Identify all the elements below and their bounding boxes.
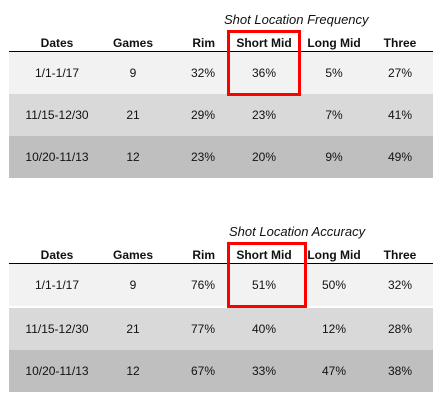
table-row: 11/15-12/30 21 77% 40% 12% 28%: [9, 308, 433, 350]
cell-long-mid: 9%: [325, 150, 343, 164]
cell-rim: 32%: [190, 66, 215, 80]
cell-rim: 29%: [190, 108, 215, 122]
short-mid-highlight-box: [227, 242, 307, 308]
header-row: Dates Games Rim Short Mid Long Mid Three: [9, 30, 433, 52]
header-three: Three: [383, 36, 417, 50]
cell-long-mid: 5%: [325, 66, 343, 80]
cell-rim: 76%: [190, 278, 215, 292]
cell-games: 21: [126, 322, 140, 336]
header-rim: Rim: [192, 248, 215, 262]
header-dates: Dates: [40, 248, 74, 262]
header-dates: Dates: [40, 36, 74, 50]
header-games: Games: [112, 248, 154, 262]
accuracy-table: Shot Location Accuracy Dates Games Rim S…: [9, 222, 433, 394]
cell-short-mid: 23%: [251, 108, 277, 122]
cell-short-mid: 36%: [251, 66, 277, 80]
cell-three: 28%: [387, 322, 413, 336]
header-row: Dates Games Rim Short Mid Long Mid Three: [9, 242, 433, 264]
table-title: Shot Location Frequency: [9, 10, 433, 30]
cell-dates: 10/20-11/13: [25, 364, 89, 378]
cell-three: 38%: [387, 364, 413, 378]
cell-dates: 11/15-12/30: [25, 108, 89, 122]
table-row: 1/1-1/17 9 76% 51% 50% 32%: [9, 264, 433, 306]
cell-short-mid: 20%: [251, 150, 277, 164]
cell-dates: 1/1-1/17: [34, 66, 80, 80]
frequency-table: Shot Location Frequency Dates Games Rim …: [9, 10, 433, 180]
cell-rim: 67%: [190, 364, 215, 378]
header-long-mid: Long Mid: [307, 248, 361, 262]
header-rim: Rim: [192, 36, 215, 50]
cell-dates: 11/15-12/30: [25, 322, 89, 336]
cell-three: 32%: [387, 278, 413, 292]
cell-games: 12: [126, 150, 140, 164]
cell-games: 9: [129, 66, 137, 80]
cell-long-mid: 7%: [325, 108, 343, 122]
short-mid-highlight-box: [227, 30, 301, 96]
cell-rim: 23%: [190, 150, 215, 164]
cell-rim: 77%: [190, 322, 215, 336]
header-three: Three: [383, 248, 417, 262]
cell-games: 21: [126, 108, 140, 122]
header-long-mid: Long Mid: [307, 36, 361, 50]
cell-short-mid: 40%: [251, 322, 277, 336]
cell-dates: 10/20-11/13: [25, 150, 89, 164]
header-short-mid: Short Mid: [236, 36, 292, 50]
cell-three: 27%: [387, 66, 413, 80]
table-row: 10/20-11/13 12 23% 20% 9% 49%: [9, 136, 433, 178]
cell-short-mid: 51%: [251, 278, 277, 292]
cell-long-mid: 12%: [321, 322, 347, 336]
frequency-title: Shot Location Frequency: [224, 12, 369, 27]
cell-games: 12: [126, 364, 140, 378]
header-games: Games: [112, 36, 154, 50]
cell-long-mid: 47%: [321, 364, 347, 378]
header-short-mid: Short Mid: [236, 248, 292, 262]
table-row: 11/15-12/30 21 29% 23% 7% 41%: [9, 94, 433, 136]
cell-long-mid: 50%: [321, 278, 347, 292]
table-row: 1/1-1/17 9 32% 36% 5% 27%: [9, 52, 433, 94]
table-title: Shot Location Accuracy: [9, 222, 433, 242]
cell-three: 41%: [387, 108, 413, 122]
cell-three: 49%: [387, 150, 413, 164]
cell-short-mid: 33%: [251, 364, 277, 378]
cell-dates: 1/1-1/17: [34, 278, 80, 292]
accuracy-title: Shot Location Accuracy: [229, 224, 366, 239]
cell-games: 9: [129, 278, 137, 292]
table-row: 10/20-11/13 12 67% 33% 47% 38%: [9, 350, 433, 392]
